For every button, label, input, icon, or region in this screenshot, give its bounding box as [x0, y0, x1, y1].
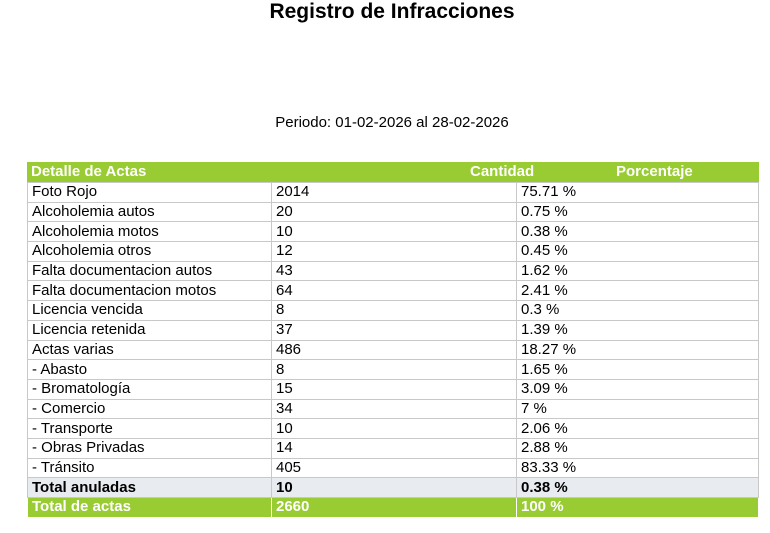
cell: 7 %	[516, 398, 759, 420]
cell: 43	[271, 260, 517, 282]
table-row: - Transporte 10 2.06 %	[27, 418, 759, 439]
cell: Total anuladas	[27, 477, 272, 498]
table-row: Total de actas 2660 100 %	[27, 497, 759, 518]
cell: 2014	[271, 182, 517, 203]
cell: 0.38 %	[516, 477, 759, 498]
cell: Licencia vencida	[27, 300, 272, 321]
cell: 10	[271, 221, 517, 243]
cell: 2.41 %	[516, 280, 759, 302]
cell: - Obras Privadas	[27, 437, 272, 459]
cell: 8	[271, 359, 517, 380]
cell: - Comercio	[27, 398, 272, 420]
column-header: Detalle de Actas	[31, 163, 147, 180]
cell: Falta documentacion motos	[27, 280, 272, 302]
cell: 0.38 %	[516, 221, 759, 243]
cell: Alcoholemia otros	[27, 241, 272, 262]
cell: 0.45 %	[516, 241, 759, 262]
cell: Actas varias	[27, 339, 272, 361]
table-row: Total anuladas 10 0.38 %	[27, 477, 759, 498]
cell: 12	[271, 241, 517, 262]
cell: 75.71 %	[516, 182, 759, 203]
table-row: - Comercio 34 7 %	[27, 398, 759, 420]
cell: Alcoholemia autos	[27, 201, 272, 223]
cell: - Bromatología	[27, 378, 272, 400]
cell: 1.39 %	[516, 319, 759, 341]
cell: 2.06 %	[516, 418, 759, 439]
table-row: Licencia retenida 37 1.39 %	[27, 319, 759, 341]
table-row: - Bromatología 15 3.09 %	[27, 378, 759, 400]
cell: 18.27 %	[516, 339, 759, 361]
column-header: Cantidad	[470, 163, 535, 180]
table-row: Falta documentacion autos 43 1.62 %	[27, 260, 759, 282]
cell: - Transporte	[27, 418, 272, 439]
cell: - Abasto	[27, 359, 272, 380]
table-row: - Tránsito 405 83.33 %	[27, 457, 759, 479]
cell: 20	[271, 201, 517, 223]
cell: 10	[271, 418, 517, 439]
table-row: Alcoholemia otros 12 0.45 %	[27, 241, 759, 262]
cell: Falta documentacion autos	[27, 260, 272, 282]
table-row: Actas varias 486 18.27 %	[27, 339, 759, 361]
cell: Alcoholemia motos	[27, 221, 272, 243]
table-row: - Abasto 8 1.65 %	[27, 359, 759, 380]
cell: 2660	[271, 497, 517, 518]
cell: 64	[271, 280, 517, 302]
cell: 100 %	[516, 497, 759, 518]
cell: - Tránsito	[27, 457, 272, 479]
period: Periodo: 01-02-2026 al 28-02-2026	[275, 114, 509, 131]
cell: 1.65 %	[516, 359, 759, 380]
cell: 15	[271, 378, 517, 400]
table-row: Falta documentacion motos 64 2.41 %	[27, 280, 759, 302]
table-header: Detalle de Actas Cantidad Porcentaje	[27, 162, 759, 182]
cell: 2.88 %	[516, 437, 759, 459]
cell: 83.33 %	[516, 457, 759, 479]
table: Foto Rojo 2014 75.71 % Alcoholemia autos 20 0…	[27, 182, 759, 518]
title: Registro de Infracciones	[269, 0, 515, 23]
cell: Total de actas	[27, 497, 272, 518]
cell: 3.09 %	[516, 378, 759, 400]
cell: Foto Rojo	[27, 182, 272, 203]
table-row: Alcoholemia motos 10 0.38 %	[27, 221, 759, 243]
cell: 37	[271, 319, 517, 341]
cell: 10	[271, 477, 517, 498]
column-header: Porcentaje	[616, 163, 693, 180]
cell: 34	[271, 398, 517, 420]
cell: 405	[271, 457, 517, 479]
cell: 486	[271, 339, 517, 361]
table-row: Foto Rojo 2014 75.71 %	[27, 182, 759, 203]
cell: Licencia retenida	[27, 319, 272, 341]
table-row: Alcoholemia autos 20 0.75 %	[27, 201, 759, 223]
cell: 14	[271, 437, 517, 459]
table-row: Licencia vencida 8 0.3 %	[27, 300, 759, 321]
cell: 8	[271, 300, 517, 321]
cell: 0.75 %	[516, 201, 759, 223]
cell: 0.3 %	[516, 300, 759, 321]
cell: 1.62 %	[516, 260, 759, 282]
table-row: - Obras Privadas 14 2.88 %	[27, 437, 759, 459]
